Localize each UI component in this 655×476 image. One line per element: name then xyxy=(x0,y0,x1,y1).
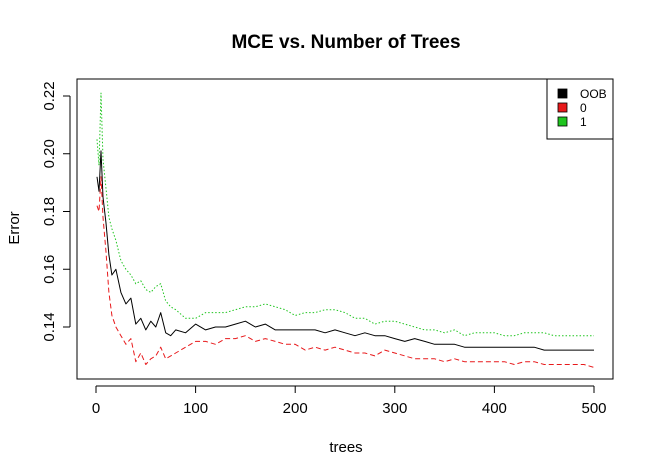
series-line-class-0 xyxy=(96,176,595,368)
series-layer xyxy=(96,92,595,368)
legend-label: OOB xyxy=(580,87,607,101)
plot-area-frame xyxy=(76,78,614,380)
x-tick-label: 400 xyxy=(482,400,507,417)
y-tick-label: 0.18 xyxy=(41,197,58,226)
x-axis-label: trees xyxy=(329,439,362,456)
x-tick-label: 0 xyxy=(92,400,100,417)
y-axis-label: Error xyxy=(6,211,23,244)
legend-label: 1 xyxy=(580,115,587,129)
y-tick-label: 0.16 xyxy=(41,255,58,284)
x-tick-label: 500 xyxy=(581,400,606,417)
x-axis: 0 100 200 300 400 500 xyxy=(92,385,607,417)
series-line-class-1 xyxy=(96,92,594,337)
legend-swatch xyxy=(557,88,568,99)
legend-swatch xyxy=(557,102,568,113)
y-tick-label: 0.20 xyxy=(41,139,58,168)
x-tick-label: 300 xyxy=(382,400,407,417)
series-line-oob xyxy=(96,150,594,351)
x-tick-label: 200 xyxy=(283,400,308,417)
legend-label: 0 xyxy=(580,101,587,115)
y-axis: 0.14 0.16 0.18 0.20 0.22 xyxy=(41,81,71,342)
chart-title: MCE vs. Number of Trees xyxy=(231,32,460,53)
legend-swatch xyxy=(557,116,568,127)
x-tick-label: 100 xyxy=(183,400,208,417)
y-tick-label: 0.14 xyxy=(41,312,58,341)
y-tick-label: 0.22 xyxy=(41,81,58,110)
